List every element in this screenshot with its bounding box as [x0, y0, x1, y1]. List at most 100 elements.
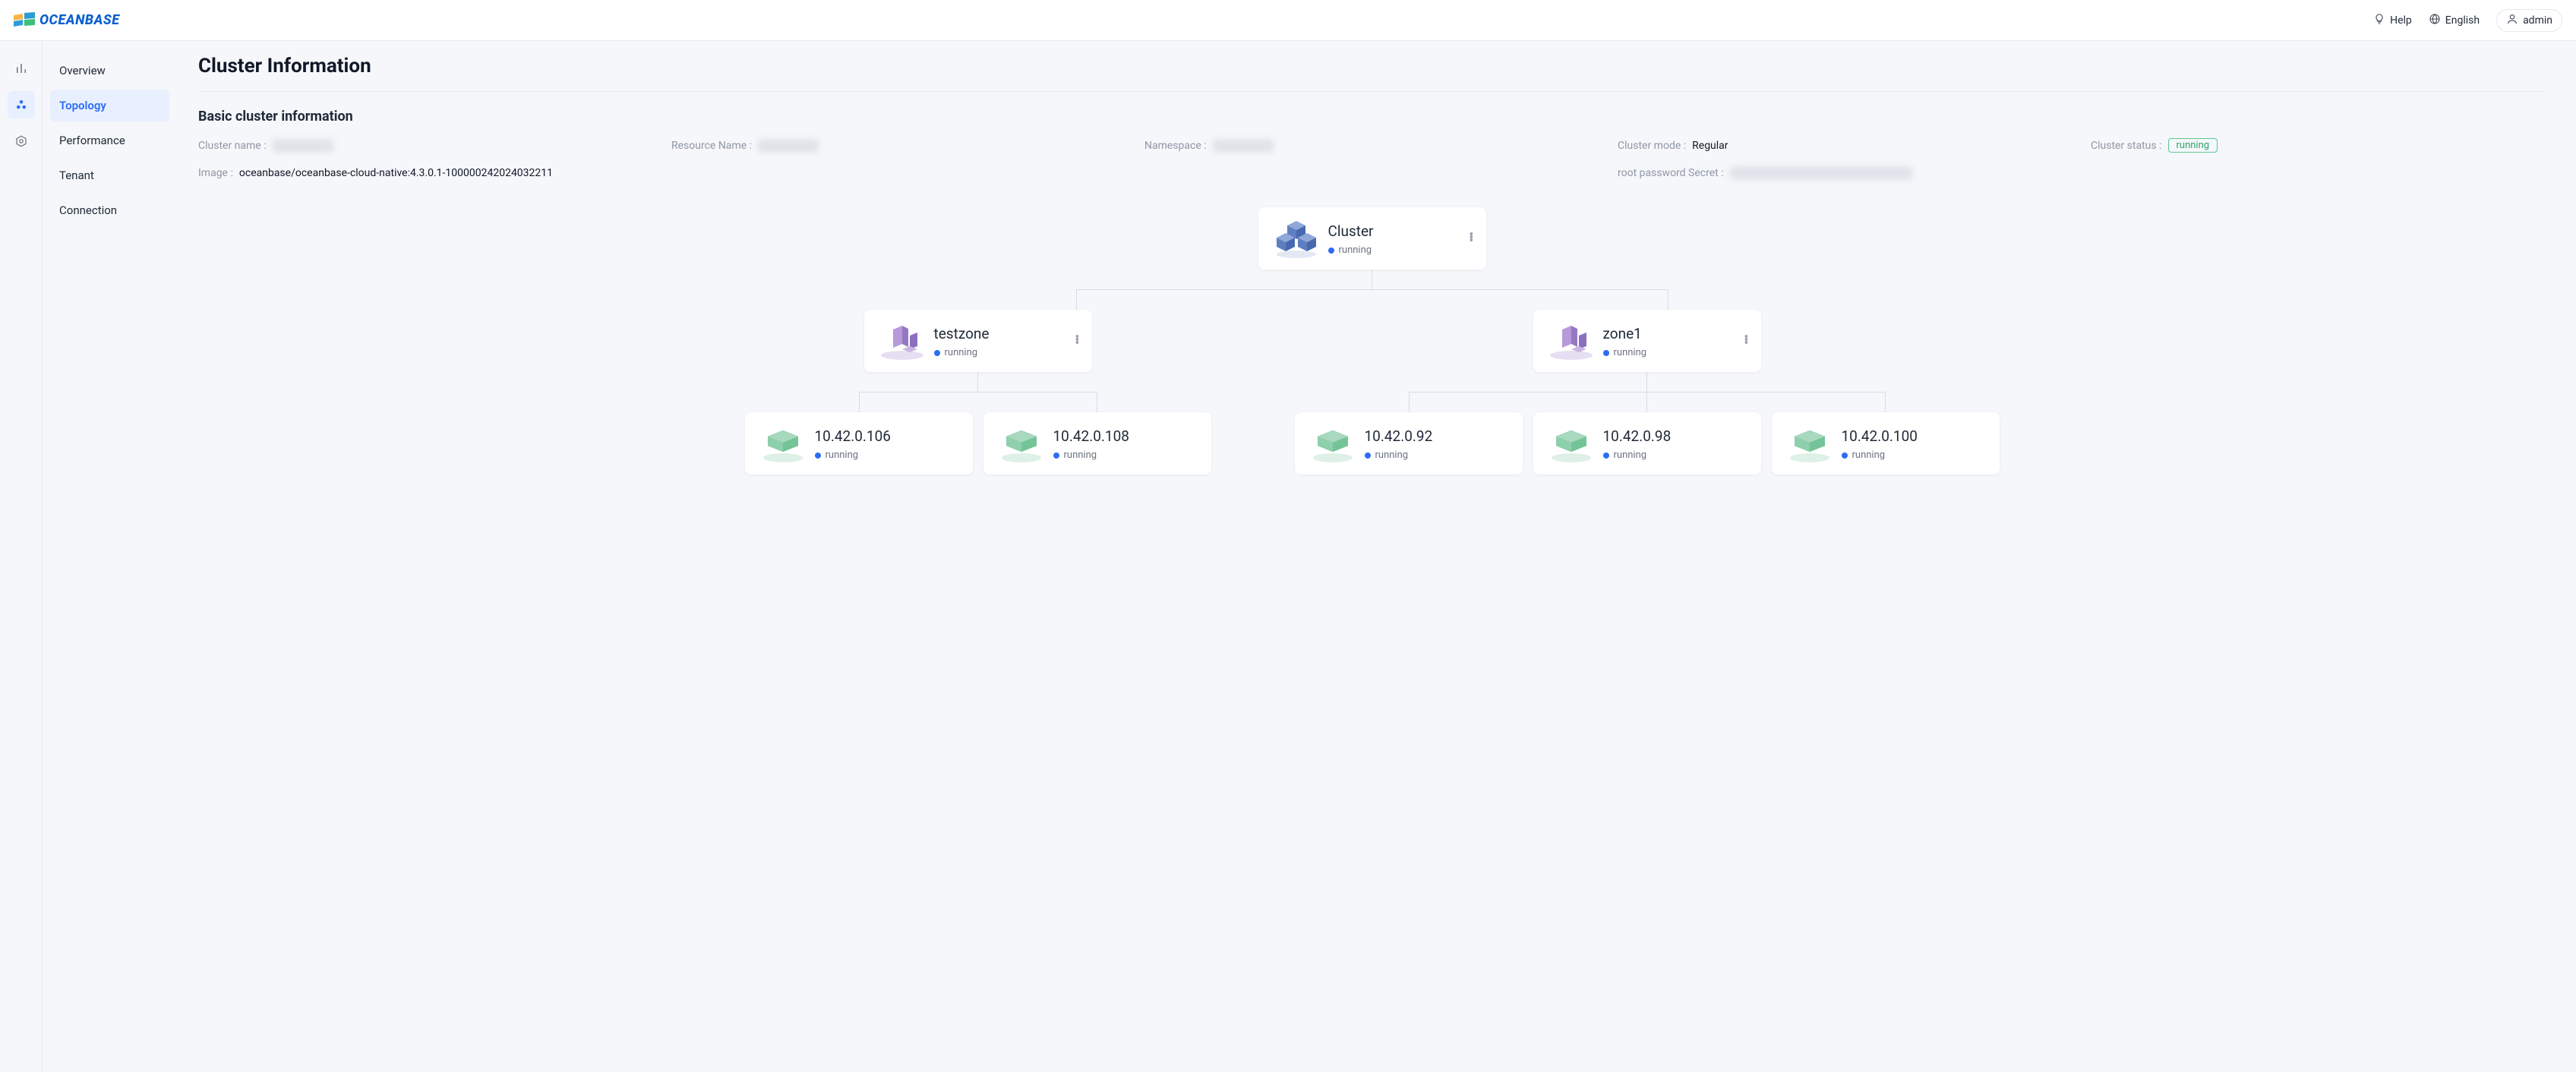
- status-dot-icon: [1328, 248, 1334, 254]
- zone-title: zone1: [1603, 325, 1647, 342]
- globe-icon: [2429, 13, 2441, 28]
- zone-more-button[interactable]: •••: [1075, 336, 1079, 345]
- connector: [1646, 372, 1647, 392]
- info-namespace: Namespace xxxxx: [1144, 138, 1599, 153]
- status-text: running: [1375, 449, 1409, 461]
- server-icon: [759, 424, 807, 464]
- sidebar-item-performance[interactable]: Performance: [50, 125, 169, 156]
- help-link[interactable]: Help: [2373, 13, 2412, 28]
- topology: Cluster running •••: [198, 207, 2546, 475]
- connector: [1409, 393, 1886, 412]
- language-switch[interactable]: English: [2429, 13, 2480, 28]
- server-status: running: [1053, 449, 1129, 461]
- zone-more-button[interactable]: •••: [1744, 336, 1748, 345]
- status-dot-icon: [1365, 452, 1371, 459]
- info-root-secret: root password Secret xxxxxxxxxxxxxxxxxxx…: [1618, 166, 2546, 180]
- sidebar-item-topology[interactable]: Topology: [50, 90, 169, 121]
- status-text: running: [1614, 449, 1647, 461]
- zone-node[interactable]: testzone running •••: [864, 310, 1092, 372]
- server-icon: [1785, 424, 1834, 464]
- info-cluster-name: Cluster name xxxxxxx: [198, 138, 653, 153]
- server-ip: 10.42.0.92: [1365, 427, 1433, 445]
- info-resource-name: Resource Name xxxx: [671, 138, 1126, 153]
- server-node[interactable]: 10.42.0.100 running: [1772, 412, 2000, 475]
- cluster-more-button[interactable]: •••: [1469, 234, 1473, 243]
- server-status: running: [1365, 449, 1433, 461]
- section-title: Basic cluster information: [198, 109, 2546, 125]
- cluster-status: running: [1328, 244, 1374, 256]
- server-ip: 10.42.0.108: [1053, 427, 1129, 445]
- zone-column: testzone running •••: [745, 310, 1211, 475]
- user-menu[interactable]: admin: [2496, 9, 2562, 32]
- sidebar-item-tenant[interactable]: Tenant: [50, 159, 169, 191]
- info-value-blurred: xxxx: [758, 139, 819, 153]
- logo-mark-icon: [14, 12, 35, 29]
- status-text: running: [1339, 244, 1372, 256]
- server-ip: 10.42.0.100: [1842, 427, 1918, 445]
- status-dot-icon: [1603, 452, 1609, 459]
- info-label: Cluster mode: [1618, 140, 1686, 152]
- info-image: Image oceanbase/oceanbase-cloud-native:4…: [198, 166, 1599, 180]
- status-text: running: [826, 449, 859, 461]
- sidebar: Overview Topology Performance Tenant Con…: [43, 41, 175, 1072]
- rail-cluster[interactable]: [8, 91, 35, 118]
- info-value-blurred: xxxxxxx: [273, 139, 333, 153]
- server-icon: [997, 424, 1046, 464]
- status-badge: running: [2168, 138, 2218, 153]
- connector: [859, 393, 1097, 412]
- server-node[interactable]: 10.42.0.106 running: [745, 412, 973, 475]
- status-text: running: [1064, 449, 1097, 461]
- status-text: running: [1852, 449, 1886, 461]
- status-dot-icon: [934, 350, 940, 356]
- brand-name: OCEANBASE: [39, 12, 120, 28]
- info-label: Cluster name: [198, 140, 267, 152]
- header: OCEANBASE Help Englis: [0, 0, 2576, 41]
- zone-column: zone1 running •••: [1295, 310, 2000, 475]
- info-label: Resource Name: [671, 140, 752, 152]
- info-cluster-mode: Cluster mode Regular: [1618, 138, 2072, 153]
- info-label: root password Secret: [1618, 167, 1724, 179]
- status-dot-icon: [1053, 452, 1059, 459]
- server-status: running: [815, 449, 891, 461]
- sidebar-item-connection[interactable]: Connection: [50, 194, 169, 226]
- server-node[interactable]: 10.42.0.108 running: [983, 412, 1211, 475]
- info-value-blurred: xxxxx: [1213, 139, 1274, 153]
- cluster-title: Cluster: [1328, 222, 1374, 240]
- info-value: Regular: [1692, 140, 1728, 152]
- zone-status: running: [934, 347, 990, 358]
- brand-logo[interactable]: OCEANBASE: [14, 12, 120, 29]
- server-node[interactable]: 10.42.0.92 running: [1295, 412, 1523, 475]
- status-text: running: [945, 347, 978, 358]
- status-dot-icon: [1842, 452, 1848, 459]
- cluster-node[interactable]: Cluster running •••: [1258, 207, 1486, 270]
- status-dot-icon: [1603, 350, 1609, 356]
- status-dot-icon: [815, 452, 821, 459]
- help-label: Help: [2390, 14, 2412, 27]
- bulb-icon: [2373, 13, 2385, 28]
- info-value: oceanbase/oceanbase-cloud-native:4.3.0.1…: [239, 167, 553, 179]
- icon-rail: [0, 41, 43, 1072]
- page-title: Cluster Information: [198, 55, 2546, 77]
- server-status: running: [1603, 449, 1672, 461]
- zone-icon: [1547, 322, 1596, 361]
- server-ip: 10.42.0.106: [815, 427, 891, 445]
- zone-status: running: [1603, 347, 1647, 358]
- language-label: English: [2445, 14, 2480, 27]
- user-icon: [2506, 13, 2518, 28]
- info-value-blurred: xxxxxxxxxxxxxxxxxxxxxxxxxxx: [1730, 166, 1912, 180]
- connector: [977, 372, 978, 392]
- info-cluster-status: Cluster status running: [2091, 138, 2546, 153]
- rail-dashboard[interactable]: [8, 55, 35, 82]
- server-icon: [1547, 424, 1596, 464]
- server-icon: [1309, 424, 1357, 464]
- user-name: admin: [2523, 14, 2552, 27]
- sidebar-item-overview[interactable]: Overview: [50, 55, 169, 87]
- info-label: Image: [198, 167, 233, 179]
- server-node[interactable]: 10.42.0.98 running: [1533, 412, 1761, 475]
- info-label: Cluster status: [2091, 140, 2162, 152]
- status-text: running: [1614, 347, 1647, 358]
- info-grid: Cluster name xxxxxxx Resource Name xxxx …: [198, 138, 2546, 180]
- zone-node[interactable]: zone1 running •••: [1533, 310, 1761, 372]
- server-status: running: [1842, 449, 1918, 461]
- rail-settings[interactable]: [8, 128, 35, 155]
